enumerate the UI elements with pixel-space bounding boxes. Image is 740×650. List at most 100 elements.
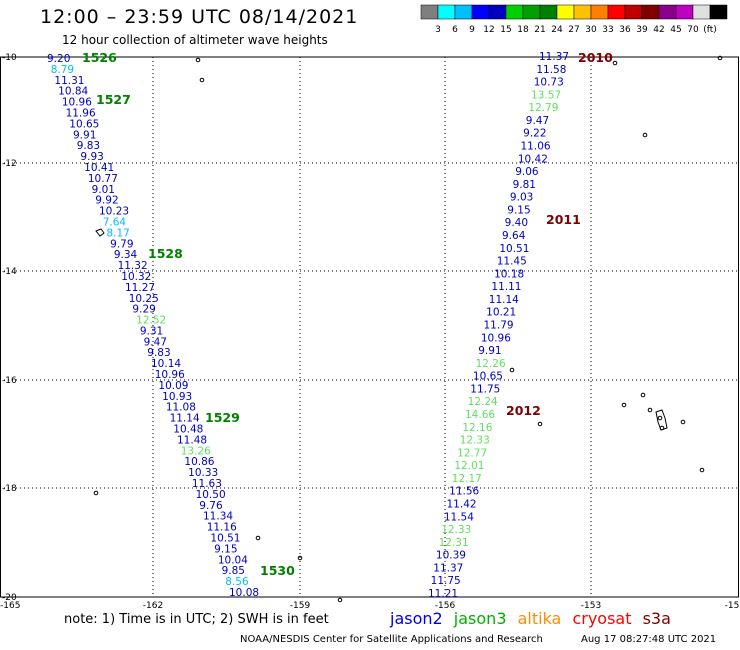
longitude-label: -165 xyxy=(0,601,20,610)
satellite-s3a: s3a xyxy=(642,609,671,628)
latitude-label: -18 xyxy=(2,484,17,494)
wave-height-value: 8.79 xyxy=(51,64,74,76)
color-scale-legend: 3 6 9 12 15 18 21 24 27 30 33 36 39 42 45 70 (ft) xyxy=(420,4,728,35)
wave-height-value: 9.47 xyxy=(526,115,549,127)
wave-height-value: 10.08 xyxy=(229,587,259,599)
pass-label: 2012 xyxy=(506,403,541,418)
color-scale-label: 21 xyxy=(534,25,545,35)
wave-height-value: 11.63 xyxy=(192,478,222,490)
wave-height-value: 10.18 xyxy=(494,268,524,280)
wave-height-value: 11.96 xyxy=(66,107,96,119)
wave-height-value: 10.39 xyxy=(436,550,466,562)
wave-height-value: 9.93 xyxy=(80,151,103,163)
credit-line: NOAA/NESDIS Center for Satellite Applica… xyxy=(240,634,543,645)
island xyxy=(337,597,343,603)
wave-height-value: 11.14 xyxy=(170,413,200,425)
wave-height-value: 10.33 xyxy=(188,467,218,479)
wave-height-value: 11.79 xyxy=(484,320,514,332)
color-scale-label: 45 xyxy=(670,25,681,35)
wave-height-value: 11.11 xyxy=(491,281,521,293)
wave-height-value: 9.83 xyxy=(77,140,100,152)
wave-height-value: 11.14 xyxy=(489,294,519,306)
wave-height-value: 13.26 xyxy=(181,445,211,457)
latitude-label: -16 xyxy=(2,376,17,386)
wave-height-value: 9.91 xyxy=(73,129,96,141)
color-scale-label: 15 xyxy=(500,25,511,35)
wave-height-value: 11.37 xyxy=(539,51,569,63)
wave-height-value: 10.77 xyxy=(88,173,118,185)
wave-height-value: 12.77 xyxy=(457,447,487,459)
wave-height-value: 11.42 xyxy=(447,499,477,511)
map-title: 12:00 – 23:59 UTC 08/14/2021 xyxy=(40,6,359,28)
island xyxy=(255,535,261,541)
wave-height-value: 10.86 xyxy=(184,456,214,468)
pass-label: 1530 xyxy=(260,563,295,578)
wave-height-value: 10.51 xyxy=(499,243,529,255)
color-scale-label: 9 xyxy=(469,25,475,35)
wave-height-value: 11.56 xyxy=(449,486,479,498)
wave-height-value: 12.01 xyxy=(454,460,484,472)
color-scale-label: 24 xyxy=(551,25,563,35)
wave-height-value: 12.52 xyxy=(136,315,166,327)
map-frame xyxy=(0,56,739,598)
wave-height-value: 10.96 xyxy=(62,97,92,109)
wave-height-value: 9.64 xyxy=(502,230,526,242)
wave-height-value: 9.91 xyxy=(478,345,501,357)
wave-height-value: 11.48 xyxy=(177,434,207,446)
wave-height-value: 10.25 xyxy=(129,293,159,305)
island xyxy=(612,60,618,66)
wave-height-value: 10.73 xyxy=(534,77,564,89)
generated-timestamp: Aug 17 08:27:48 UTC 2021 xyxy=(581,634,717,645)
wave-height-value: 11.58 xyxy=(536,64,566,76)
wave-height-value: 9.06 xyxy=(515,166,539,178)
wave-height-value: 10.21 xyxy=(486,307,516,319)
wave-height-value: 9.15 xyxy=(507,204,530,216)
island xyxy=(647,407,653,413)
wave-height-value: 12.33 xyxy=(441,524,471,536)
pass-label: 1529 xyxy=(205,410,240,425)
wave-height-value: 11.45 xyxy=(497,256,527,268)
wave-height-value: 10.14 xyxy=(151,358,181,370)
wave-height-value: 11.75 xyxy=(431,575,461,587)
wave-height-value: 10.09 xyxy=(158,380,188,392)
island xyxy=(699,467,705,473)
wave-height-value: 9.03 xyxy=(510,192,533,204)
color-scale-label: 70 xyxy=(687,25,699,35)
wave-height-value: 9.83 xyxy=(147,347,170,359)
wave-height-value: 8.56 xyxy=(225,576,249,588)
pass-label: 1528 xyxy=(148,246,183,261)
wave-height-value: 9.29 xyxy=(132,304,155,316)
wave-height-value: 9.31 xyxy=(140,325,163,337)
longitude-label: -153 xyxy=(581,601,601,610)
latitude-label: -10 xyxy=(2,53,17,63)
wave-height-value: 11.54 xyxy=(444,511,474,523)
island xyxy=(93,490,99,496)
wave-height-value: 9.81 xyxy=(513,179,536,191)
map-subtitle: 12 hour collection of altimeter wave hei… xyxy=(62,33,328,47)
island xyxy=(297,555,303,561)
wave-height-value: 11.06 xyxy=(521,141,551,153)
pass-label: 2010 xyxy=(578,50,613,65)
pass-label: 1526 xyxy=(82,50,117,65)
wave-height-value: 10.32 xyxy=(121,271,151,283)
color-scale-label: 39 xyxy=(636,25,648,35)
wave-height-value: 10.84 xyxy=(58,86,88,98)
wave-height-value: 9.76 xyxy=(199,500,223,512)
island xyxy=(642,132,648,138)
pass-label: 1527 xyxy=(96,92,131,107)
wave-height-value: 11.75 xyxy=(470,383,500,395)
footnote: note: 1) Time is in UTC; 2) SWH is in fe… xyxy=(64,612,329,627)
wave-height-value: 10.23 xyxy=(99,206,129,218)
latitude-label: -12 xyxy=(2,159,17,169)
wave-height-value: 12.17 xyxy=(452,473,482,485)
color-scale-label: 27 xyxy=(568,25,579,35)
wave-height-value: 10.96 xyxy=(155,369,185,381)
island xyxy=(621,402,627,408)
wave-height-value: 11.32 xyxy=(118,260,148,272)
wave-height-value: 10.41 xyxy=(84,162,114,174)
wave-height-value: 9.40 xyxy=(505,217,528,229)
color-scale-label: 12 xyxy=(483,25,494,35)
island xyxy=(509,367,515,373)
color-scale-label: 30 xyxy=(585,25,597,35)
color-scale-label: 6 xyxy=(452,25,458,35)
